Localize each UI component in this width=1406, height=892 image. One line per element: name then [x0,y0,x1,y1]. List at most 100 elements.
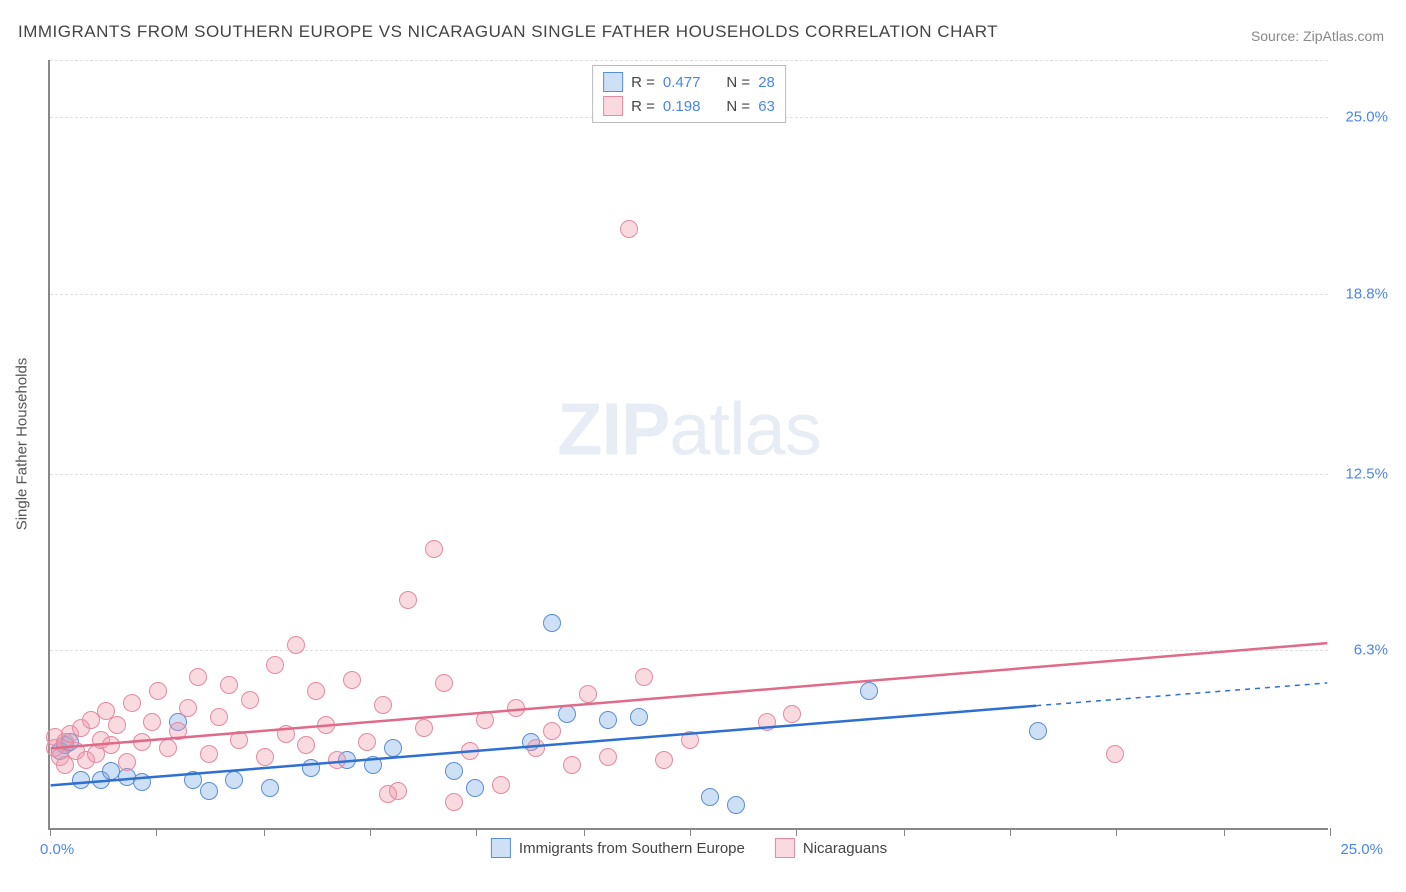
legend-stats-row-pink: R = 0.198 N = 63 [603,94,775,118]
scatter-point-blue [701,788,719,806]
source-attribution: Source: ZipAtlas.com [1251,28,1384,44]
scatter-point-blue [302,759,320,777]
scatter-point-pink [118,753,136,771]
scatter-point-pink [579,685,597,703]
watermark: ZIPatlas [557,386,820,471]
scatter-point-pink [230,731,248,749]
watermark-light: atlas [669,387,820,470]
scatter-point-pink [343,671,361,689]
r-value-blue: 0.477 [663,74,701,91]
plot-area: Single Father Households 6.3%12.5%18.8%2… [48,60,1328,830]
xtick [1116,828,1117,836]
scatter-point-pink [543,722,561,740]
xtick [50,828,51,836]
scatter-point-pink [266,656,284,674]
scatter-point-pink [200,745,218,763]
scatter-point-blue [261,779,279,797]
scatter-point-pink [297,736,315,754]
xtick [1224,828,1225,836]
r-value-pink: 0.198 [663,98,701,115]
gridline [50,474,1328,475]
xtick [370,828,371,836]
scatter-point-pink [328,751,346,769]
scatter-point-pink [317,716,335,734]
scatter-point-pink [241,691,259,709]
yaxis-title: Single Father Households [14,358,31,531]
legend-stats-row-blue: R = 0.477 N = 28 [603,70,775,94]
scatter-point-pink [758,713,776,731]
legend-item-blue: Immigrants from Southern Europe [491,838,745,858]
scatter-point-pink [655,751,673,769]
scatter-point-pink [415,719,433,737]
scatter-point-pink [133,733,151,751]
scatter-point-pink [307,682,325,700]
scatter-point-pink [563,756,581,774]
xtick [476,828,477,836]
scatter-point-pink [476,711,494,729]
scatter-point-pink [507,699,525,717]
scatter-point-pink [783,705,801,723]
xtick [264,828,265,836]
scatter-point-blue [860,682,878,700]
scatter-point-pink [143,713,161,731]
n-value-blue: 28 [758,74,775,91]
scatter-point-pink [492,776,510,794]
scatter-point-blue [543,614,561,632]
scatter-point-pink [425,540,443,558]
xaxis-min-label: 0.0% [40,841,74,858]
xtick [156,828,157,836]
scatter-point-pink [435,674,453,692]
scatter-point-pink [461,742,479,760]
scatter-point-pink [681,731,699,749]
xtick [584,828,585,836]
r-label: R = [631,74,655,91]
legend-swatch-blue-icon [491,838,511,858]
scatter-point-pink [108,716,126,734]
scatter-point-pink [527,739,545,757]
scatter-point-pink [399,591,417,609]
scatter-point-pink [635,668,653,686]
regression-lines [50,60,1328,828]
n-label: N = [726,74,750,91]
gridline [50,60,1328,61]
scatter-point-blue [1029,722,1047,740]
xtick [796,828,797,836]
scatter-point-pink [189,668,207,686]
xtick [1010,828,1011,836]
scatter-point-pink [374,696,392,714]
scatter-point-pink [358,733,376,751]
scatter-point-pink [169,722,187,740]
legend-series: Immigrants from Southern Europe Nicaragu… [491,838,887,858]
source-prefix: Source: [1251,28,1303,44]
scatter-point-pink [389,782,407,800]
xtick [1330,828,1331,836]
scatter-point-blue [727,796,745,814]
scatter-point-blue [72,771,90,789]
scatter-point-blue [225,771,243,789]
legend-label-blue: Immigrants from Southern Europe [519,840,745,857]
chart-container: IMMIGRANTS FROM SOUTHERN EUROPE VS NICAR… [0,0,1406,892]
gridline [50,650,1328,651]
xtick [904,828,905,836]
legend-label-pink: Nicaraguans [803,840,887,857]
scatter-point-pink [1106,745,1124,763]
scatter-point-pink [179,699,197,717]
legend-swatch-pink-icon [775,838,795,858]
scatter-point-blue [133,773,151,791]
n-value-pink: 63 [758,98,775,115]
ytick-label: 18.8% [1345,285,1388,302]
scatter-point-pink [445,793,463,811]
xaxis-max-label: 25.0% [1340,841,1383,858]
n-label: N = [726,98,750,115]
xtick [690,828,691,836]
scatter-point-blue [630,708,648,726]
scatter-point-pink [599,748,617,766]
scatter-point-pink [102,736,120,754]
source-link[interactable]: ZipAtlas.com [1303,28,1384,44]
scatter-point-pink [620,220,638,238]
scatter-point-blue [364,756,382,774]
ytick-label: 25.0% [1345,109,1388,126]
scatter-point-pink [220,676,238,694]
scatter-point-blue [445,762,463,780]
legend-item-pink: Nicaraguans [775,838,887,858]
